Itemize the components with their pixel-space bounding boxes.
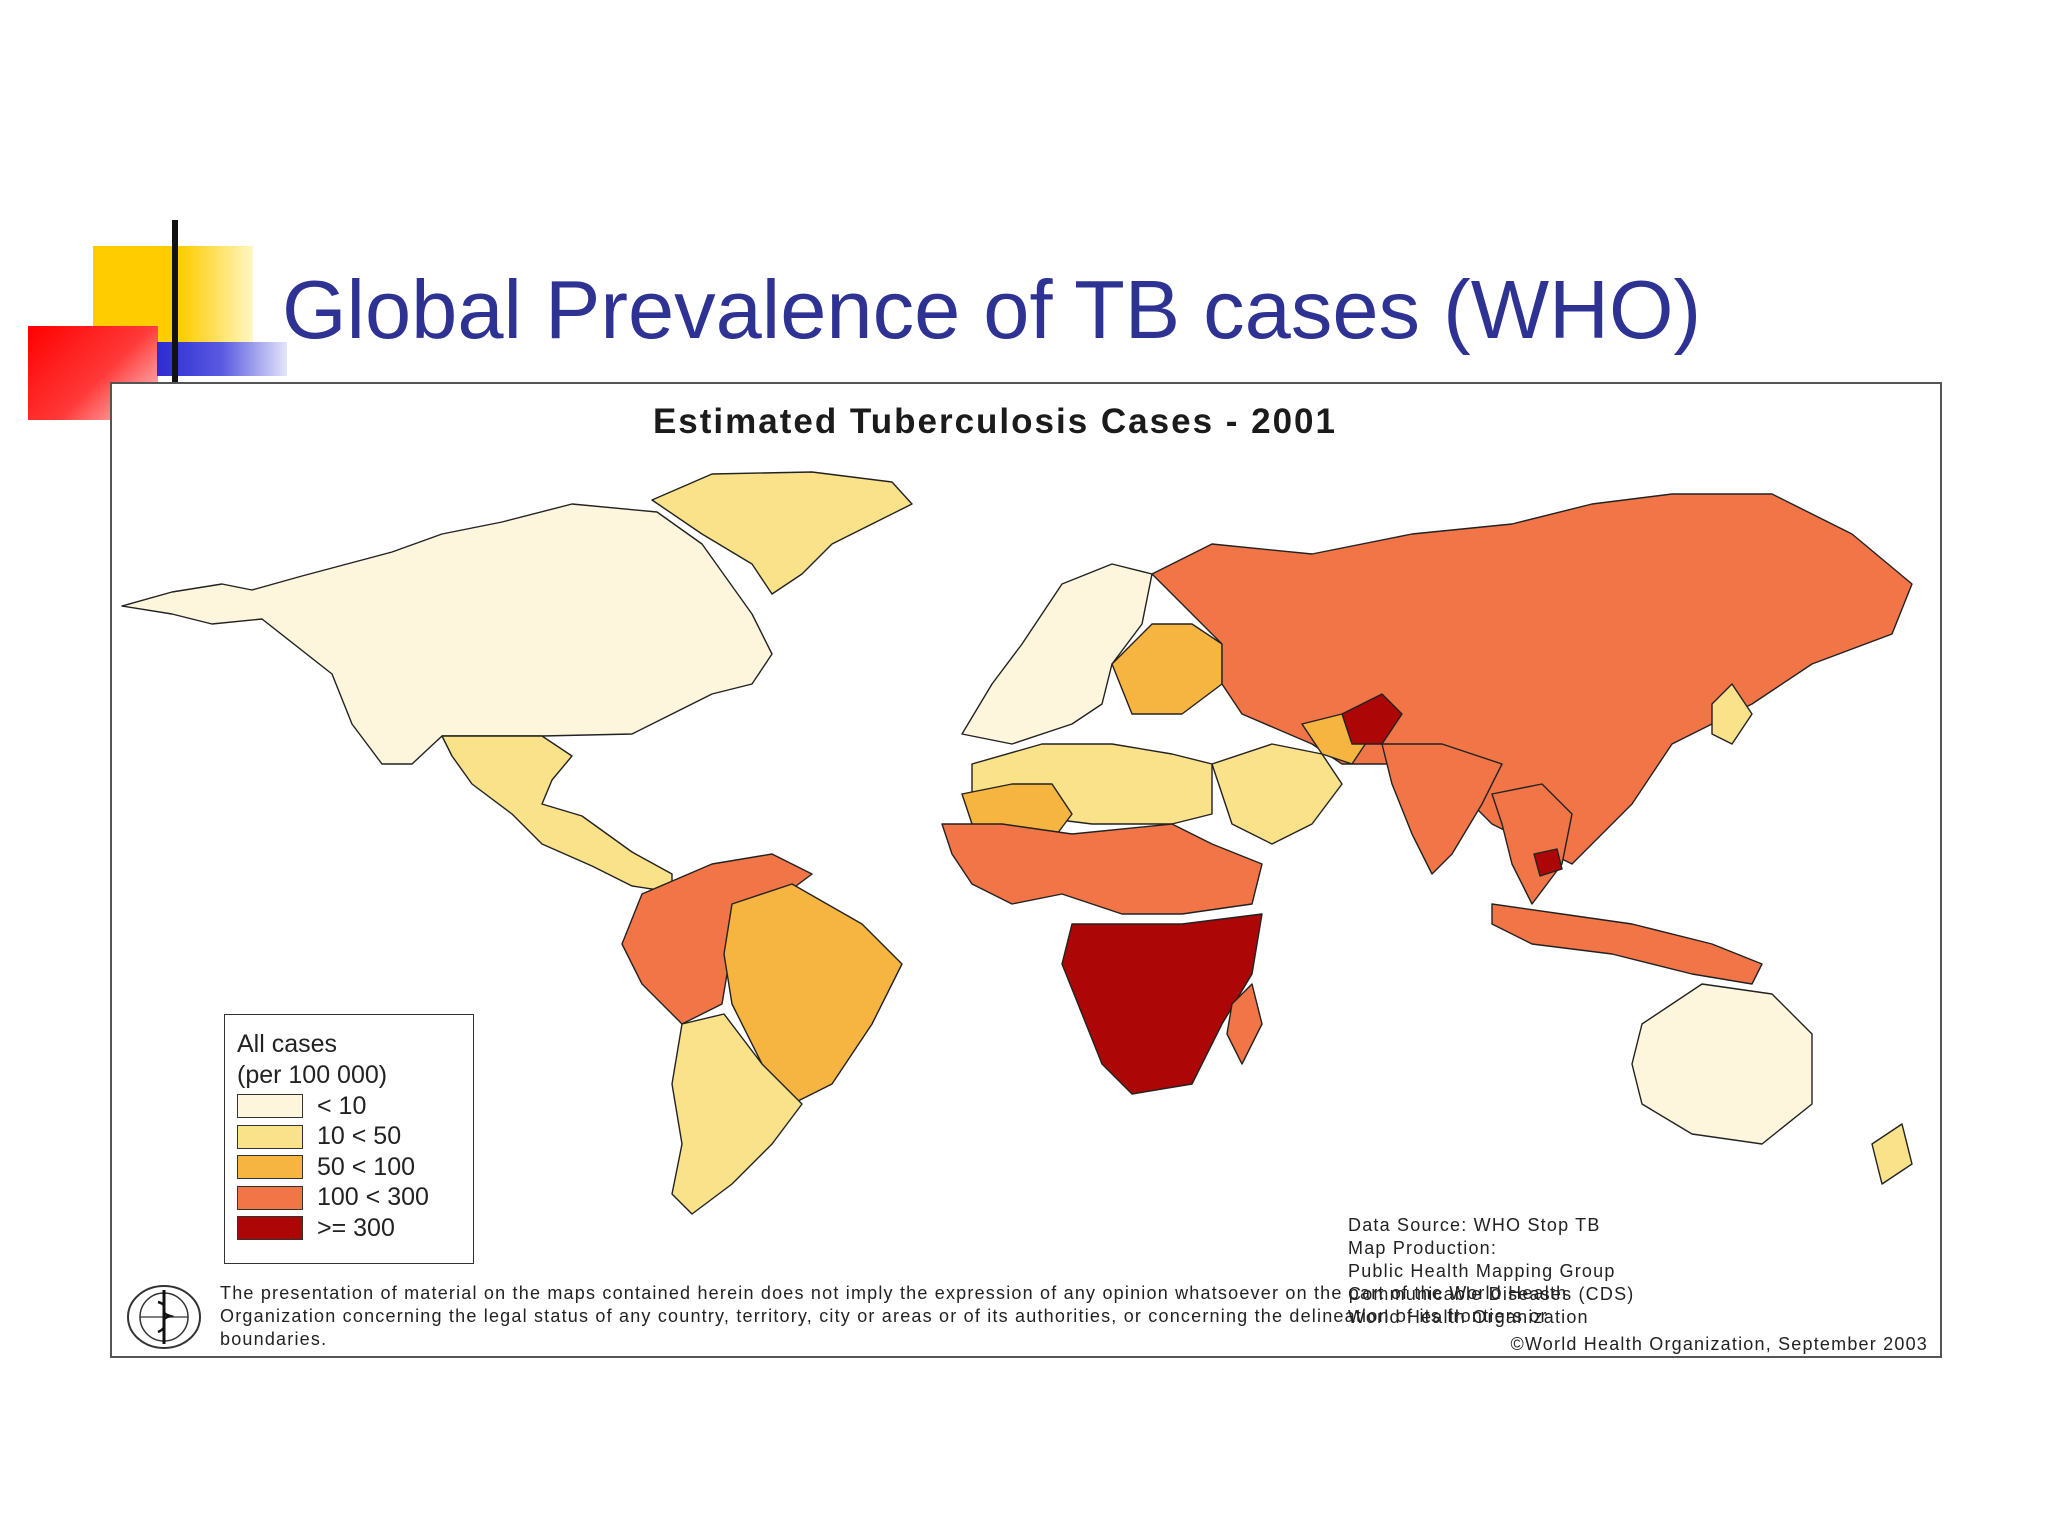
region-mexico-central-america — [441, 735, 673, 893]
legend-label: 50 < 100 — [317, 1152, 416, 1181]
region-australia — [1631, 983, 1813, 1145]
credit-line: Map Production: — [1348, 1238, 1498, 1258]
region-north-america — [121, 503, 773, 765]
decor-blue-bar — [157, 342, 287, 376]
region-japan — [1711, 683, 1753, 745]
region-india — [1381, 743, 1503, 875]
legend-item: 100 < 300 — [237, 1183, 461, 1214]
region-west-africa — [941, 823, 1263, 915]
region-south-america-south — [671, 1013, 803, 1215]
region-brazil — [723, 883, 903, 1105]
legend-swatch — [237, 1185, 303, 1210]
map-copyright: ©World Health Organization, September 20… — [1510, 1334, 1928, 1354]
legend-item: < 10 — [237, 1091, 461, 1122]
legend-swatch — [237, 1155, 303, 1180]
world-map — [121, 471, 1913, 1215]
region-russia-china — [1151, 493, 1913, 865]
legend-item: >= 300 — [237, 1213, 461, 1244]
region-southeast-asia — [1491, 783, 1573, 905]
decor-vertical-line — [172, 220, 178, 385]
region-indonesia-png — [1491, 903, 1763, 985]
legend-label: 100 < 300 — [317, 1183, 429, 1212]
region-greenland — [651, 471, 913, 595]
legend-item: 50 < 100 — [237, 1152, 461, 1183]
region-afghanistan — [1341, 693, 1403, 745]
credit-line: Public Health Mapping Group — [1348, 1261, 1616, 1281]
legend-swatch — [237, 1124, 303, 1149]
region-cambodia — [1533, 848, 1563, 877]
legend-label: 10 < 50 — [317, 1122, 402, 1151]
legend-label: >= 300 — [317, 1213, 395, 1242]
region-madagascar — [1226, 983, 1263, 1065]
map-title: Estimated Tuberculosis Cases - 2001 — [652, 402, 1337, 441]
slide-title: Global Prevalence of TB cases (WHO) — [282, 263, 1702, 356]
region-western-europe — [961, 563, 1153, 745]
legend-swatch — [237, 1216, 303, 1241]
region-middle-east — [1211, 743, 1343, 845]
legend-item: 10 < 50 — [237, 1122, 461, 1153]
map-figure: Estimated Tuberculosis Cases - 2001 — [110, 382, 1942, 1358]
legend-swatch — [237, 1094, 303, 1119]
map-legend: All cases (per 100 000) < 10 10 < 50 50 … — [224, 1014, 474, 1264]
map-credits: Data Source: WHO Stop TB Map Production:… — [1348, 1214, 1908, 1329]
region-east-southern-africa — [1061, 913, 1263, 1095]
legend-unit: (per 100 000) — [237, 1061, 388, 1089]
credit-line: Communicable Diseases (CDS) — [1348, 1284, 1635, 1304]
legend-label: < 10 — [317, 1091, 367, 1120]
region-new-zealand — [1871, 1123, 1913, 1185]
legend-heading: All cases — [237, 1030, 338, 1058]
credit-line: Data Source: WHO Stop TB — [1348, 1215, 1601, 1235]
map-disclaimer: The presentation of material on the maps… — [220, 1283, 1568, 1349]
who-emblem-icon — [127, 1285, 201, 1349]
credit-line: World Health Organization — [1348, 1307, 1589, 1327]
